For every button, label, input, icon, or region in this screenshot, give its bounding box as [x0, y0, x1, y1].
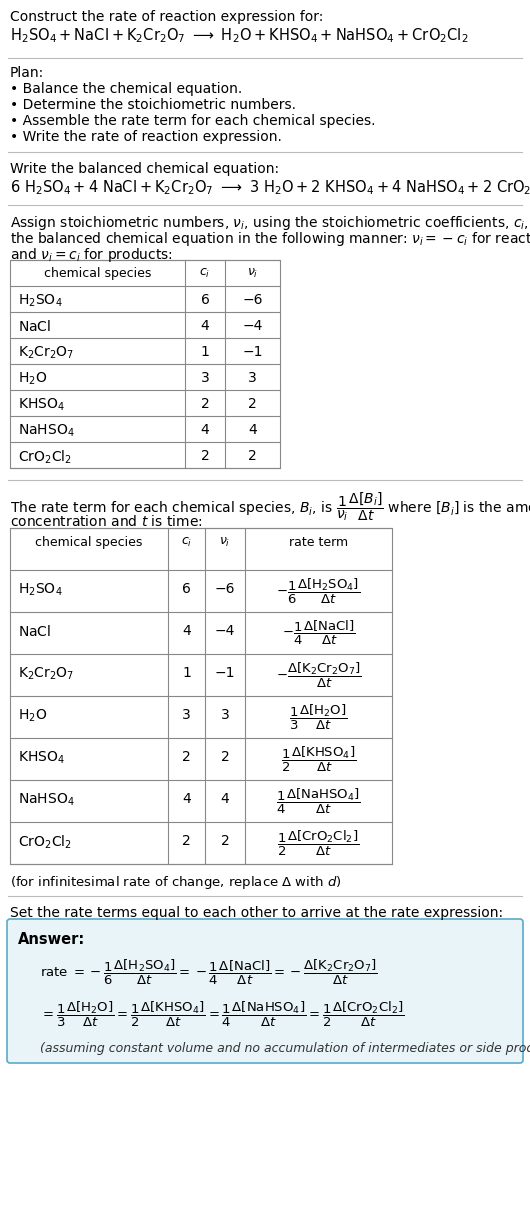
Text: • Determine the stoichiometric numbers.: • Determine the stoichiometric numbers.	[10, 98, 296, 112]
Text: 1: 1	[182, 666, 191, 680]
Text: $\nu_i$: $\nu_i$	[247, 267, 258, 280]
Text: Answer:: Answer:	[18, 933, 85, 947]
Text: $\mathrm{KHSO_4}$: $\mathrm{KHSO_4}$	[18, 750, 65, 766]
Text: 2: 2	[182, 834, 191, 848]
Text: 2: 2	[248, 449, 257, 463]
Text: chemical species: chemical species	[36, 536, 143, 548]
Text: 3: 3	[248, 371, 257, 385]
Text: 3: 3	[182, 708, 191, 722]
Text: 3: 3	[201, 371, 209, 385]
Text: $\mathrm{6\ H_2SO_4 + 4\ NaCl + K_2Cr_2O_7\ {\longrightarrow}\ 3\ H_2O + 2\ KHSO: $\mathrm{6\ H_2SO_4 + 4\ NaCl + K_2Cr_2O…	[10, 178, 530, 197]
Text: (assuming constant volume and no accumulation of intermediates or side products): (assuming constant volume and no accumul…	[40, 1043, 530, 1055]
Text: 2: 2	[201, 397, 209, 411]
Text: $= \dfrac{1}{3}\dfrac{\Delta[\mathrm{H_2O}]}{\Delta t} = \dfrac{1}{2}\dfrac{\Del: $= \dfrac{1}{3}\dfrac{\Delta[\mathrm{H_2…	[40, 1000, 404, 1029]
Text: $c_i$: $c_i$	[199, 267, 210, 280]
Text: $\mathrm{CrO_2Cl_2}$: $\mathrm{CrO_2Cl_2}$	[18, 449, 72, 466]
Text: $\mathrm{H_2O}$: $\mathrm{H_2O}$	[18, 708, 47, 725]
Text: $\dfrac{1}{2}\dfrac{\Delta[\mathrm{CrO_2Cl_2}]}{\Delta t}$: $\dfrac{1}{2}\dfrac{\Delta[\mathrm{CrO_2…	[277, 829, 360, 858]
Text: Plan:: Plan:	[10, 66, 44, 80]
Text: $\mathrm{NaCl}$: $\mathrm{NaCl}$	[18, 319, 51, 333]
Text: the balanced chemical equation in the following manner: $\nu_i = -c_i$ for react: the balanced chemical equation in the fo…	[10, 230, 530, 248]
Text: −1: −1	[215, 666, 235, 680]
Bar	[10, 528, 392, 864]
Text: 4: 4	[201, 319, 209, 333]
Text: concentration and $t$ is time:: concentration and $t$ is time:	[10, 513, 202, 529]
Text: (for infinitesimal rate of change, replace $\Delta$ with $d$): (for infinitesimal rate of change, repla…	[10, 875, 342, 892]
Text: Write the balanced chemical equation:: Write the balanced chemical equation:	[10, 162, 279, 176]
Text: $\dfrac{1}{2}\dfrac{\Delta[\mathrm{KHSO_4}]}{\Delta t}$: $\dfrac{1}{2}\dfrac{\Delta[\mathrm{KHSO_…	[281, 744, 356, 773]
Text: Assign stoichiometric numbers, $\nu_i$, using the stoichiometric coefficients, $: Assign stoichiometric numbers, $\nu_i$, …	[10, 214, 530, 232]
Text: 2: 2	[220, 834, 229, 848]
Text: $\mathrm{K_2Cr_2O_7}$: $\mathrm{K_2Cr_2O_7}$	[18, 345, 74, 361]
Text: 1: 1	[200, 345, 209, 359]
Text: Construct the rate of reaction expression for:: Construct the rate of reaction expressio…	[10, 10, 323, 24]
Text: $\mathrm{H_2SO_4 + NaCl + K_2Cr_2O_7\ {\longrightarrow}\ H_2O + KHSO_4 + NaHSO_4: $\mathrm{H_2SO_4 + NaCl + K_2Cr_2O_7\ {\…	[10, 27, 469, 45]
Text: $\mathrm{NaCl}$: $\mathrm{NaCl}$	[18, 625, 51, 639]
Text: $\nu_i$: $\nu_i$	[219, 536, 231, 550]
Text: $-\dfrac{\Delta[\mathrm{K_2Cr_2O_7}]}{\Delta t}$: $-\dfrac{\Delta[\mathrm{K_2Cr_2O_7}]}{\D…	[276, 661, 361, 690]
Text: and $\nu_i = c_i$ for products:: and $\nu_i = c_i$ for products:	[10, 246, 173, 265]
Text: rate $= -\dfrac{1}{6}\dfrac{\Delta[\mathrm{H_2SO_4}]}{\Delta t} = -\dfrac{1}{4}\: rate $= -\dfrac{1}{6}\dfrac{\Delta[\math…	[40, 958, 378, 987]
Text: −4: −4	[242, 319, 263, 333]
Text: • Write the rate of reaction expression.: • Write the rate of reaction expression.	[10, 130, 282, 144]
Text: The rate term for each chemical species, $B_i$, is $\dfrac{1}{\nu_i}\dfrac{\Delt: The rate term for each chemical species,…	[10, 490, 530, 523]
Text: $\mathrm{H_2SO_4}$: $\mathrm{H_2SO_4}$	[18, 294, 63, 309]
Text: $\mathrm{H_2O}$: $\mathrm{H_2O}$	[18, 371, 47, 388]
Text: $\mathrm{KHSO_4}$: $\mathrm{KHSO_4}$	[18, 397, 65, 413]
Text: chemical species: chemical species	[44, 267, 151, 280]
FancyBboxPatch shape	[7, 919, 523, 1063]
Text: $\mathrm{H_2SO_4}$: $\mathrm{H_2SO_4}$	[18, 582, 63, 598]
Text: $\mathrm{CrO_2Cl_2}$: $\mathrm{CrO_2Cl_2}$	[18, 834, 72, 852]
Text: 4: 4	[182, 625, 191, 638]
Text: 4: 4	[248, 423, 257, 437]
Text: $-\dfrac{1}{4}\dfrac{\Delta[\mathrm{NaCl}]}{\Delta t}$: $-\dfrac{1}{4}\dfrac{\Delta[\mathrm{NaCl…	[282, 618, 355, 647]
Text: $-\dfrac{1}{6}\dfrac{\Delta[\mathrm{H_2SO_4}]}{\Delta t}$: $-\dfrac{1}{6}\dfrac{\Delta[\mathrm{H_2S…	[277, 576, 360, 605]
Text: $c_i$: $c_i$	[181, 536, 192, 550]
Text: $\mathrm{NaHSO_4}$: $\mathrm{NaHSO_4}$	[18, 423, 75, 440]
Text: $\mathrm{K_2Cr_2O_7}$: $\mathrm{K_2Cr_2O_7}$	[18, 666, 74, 683]
Text: • Balance the chemical equation.: • Balance the chemical equation.	[10, 82, 242, 95]
Text: 2: 2	[201, 449, 209, 463]
Text: 3: 3	[220, 708, 229, 722]
Text: 4: 4	[220, 792, 229, 806]
Text: $\dfrac{1}{3}\dfrac{\Delta[\mathrm{H_2O}]}{\Delta t}$: $\dfrac{1}{3}\dfrac{\Delta[\mathrm{H_2O}…	[289, 702, 348, 732]
Text: −6: −6	[242, 294, 263, 307]
Text: −1: −1	[242, 345, 263, 359]
Bar	[10, 260, 280, 467]
Text: 6: 6	[182, 582, 191, 596]
Text: rate term: rate term	[289, 536, 348, 548]
Text: 4: 4	[182, 792, 191, 806]
Text: 2: 2	[220, 750, 229, 763]
Text: 2: 2	[248, 397, 257, 411]
Text: Set the rate terms equal to each other to arrive at the rate expression:: Set the rate terms equal to each other t…	[10, 906, 503, 920]
Text: $\mathrm{NaHSO_4}$: $\mathrm{NaHSO_4}$	[18, 792, 75, 808]
Text: −4: −4	[215, 625, 235, 638]
Text: 2: 2	[182, 750, 191, 763]
Text: 6: 6	[200, 294, 209, 307]
Text: 4: 4	[201, 423, 209, 437]
Text: −6: −6	[215, 582, 235, 596]
Text: $\dfrac{1}{4}\dfrac{\Delta[\mathrm{NaHSO_4}]}{\Delta t}$: $\dfrac{1}{4}\dfrac{\Delta[\mathrm{NaHSO…	[276, 786, 361, 815]
Text: • Assemble the rate term for each chemical species.: • Assemble the rate term for each chemic…	[10, 114, 375, 128]
